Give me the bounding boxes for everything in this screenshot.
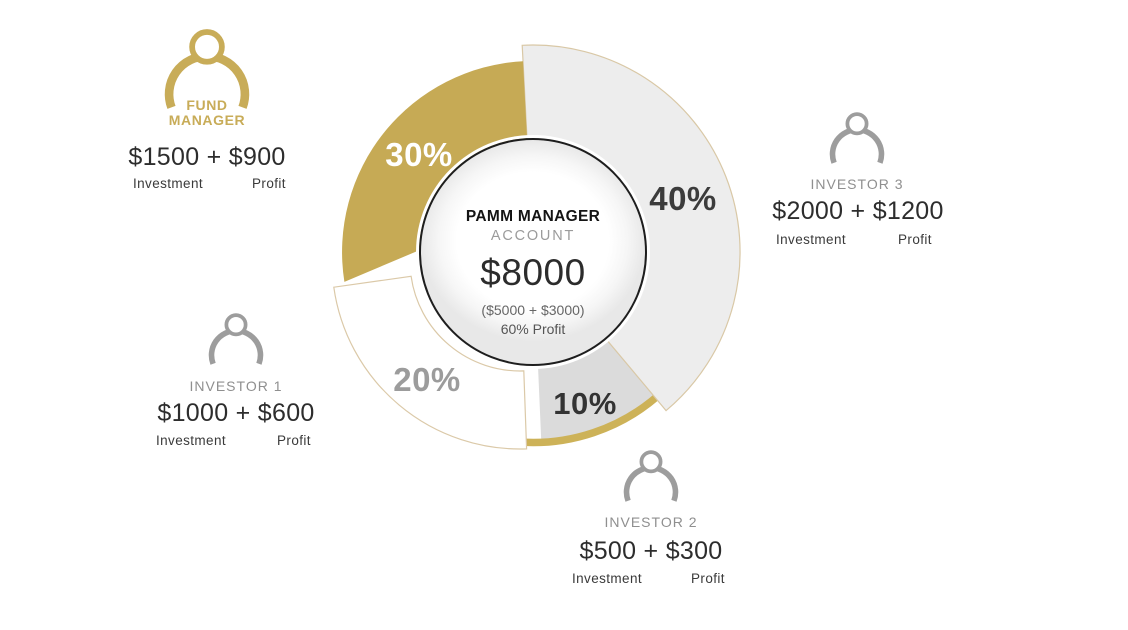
- fund-manager-amount: $1500 + $900: [128, 143, 286, 171]
- investor3-person-icon: [826, 107, 888, 169]
- investor3-profit-label: Profit: [898, 232, 932, 247]
- investor3-investment-label: Investment: [775, 232, 847, 247]
- slice-label-30: 30%: [385, 136, 453, 173]
- fund-manager-profit-label: Profit: [252, 176, 286, 191]
- center-account-circle: PAMM MANAGER ACCOUNT $8000 ($5000 + $300…: [419, 138, 647, 366]
- center-subtitle: ACCOUNT: [490, 228, 576, 244]
- investor2-person-icon: [620, 445, 682, 507]
- investor1-amount: $1000 + $600: [157, 399, 315, 427]
- fund-manager-role-line2: MANAGER: [168, 111, 246, 128]
- slice-label-20: 20%: [393, 361, 461, 398]
- investor2-investment-label: Investment: [571, 571, 643, 586]
- center-amount: $8000: [480, 252, 586, 293]
- investor2-amount: $500 + $300: [579, 537, 723, 565]
- pie-slice-20: [333, 275, 528, 450]
- fund-manager-investment-label: Investment: [132, 176, 204, 191]
- investor3-amount: $2000 + $1200: [772, 197, 944, 225]
- center-breakdown: ($5000 + $3000): [481, 302, 585, 318]
- investor1-investment-label: Investment: [155, 433, 227, 448]
- pie-slice-10: [537, 337, 654, 440]
- slice-label-40: 40%: [649, 180, 717, 217]
- slice-label-10: 10%: [553, 386, 617, 421]
- fund-manager-role: FUND MANAGER: [107, 98, 307, 127]
- pie-slice-30: [342, 61, 528, 282]
- fund-manager-role-line1: FUND: [186, 97, 228, 113]
- center-title: PAMM MANAGER: [465, 208, 601, 225]
- investor1-profit-label: Profit: [277, 433, 311, 448]
- investor3-name: INVESTOR 3: [810, 176, 904, 192]
- gold-rim-arc: [510, 387, 667, 447]
- investor2-profit-label: Profit: [691, 571, 725, 586]
- investor2-name: INVESTOR 2: [604, 514, 698, 530]
- investor1-name: INVESTOR 1: [189, 378, 283, 394]
- investor1-person-icon: [205, 308, 267, 370]
- center-profit: 60% Profit: [500, 321, 566, 337]
